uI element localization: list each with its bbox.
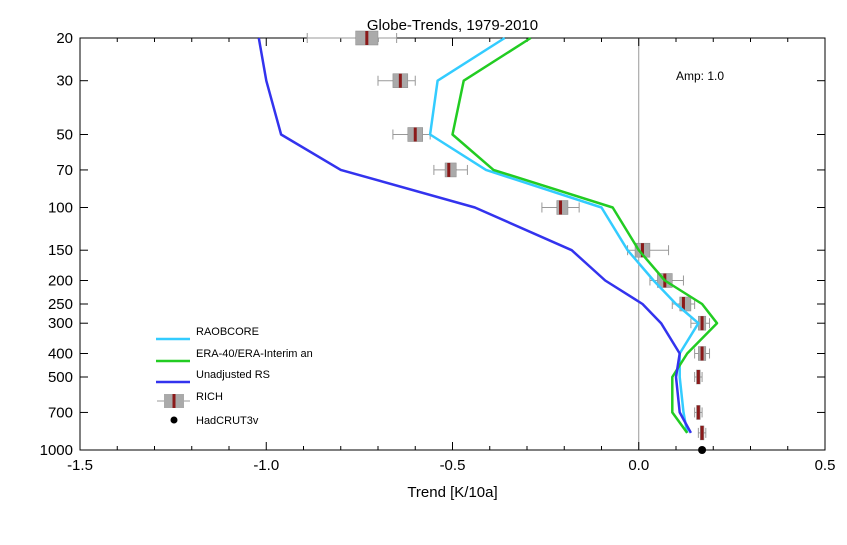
y-tick-label: 1000 bbox=[40, 442, 73, 459]
y-tick-label: 70 bbox=[56, 162, 73, 179]
legend-label: RICH bbox=[196, 391, 223, 403]
y-tick-label: 500 bbox=[48, 369, 73, 386]
y-tick-label: 700 bbox=[48, 404, 73, 421]
rich-box bbox=[444, 162, 457, 178]
legend: RAOBCORE ERA-40/ERA-Interim an Unadjusted … bbox=[156, 326, 313, 427]
chart-title: Globe-Trends, 1979-2010 bbox=[367, 17, 538, 34]
x-tick-label: 0.0 bbox=[628, 457, 649, 474]
legend-label: RAOBCORE bbox=[196, 326, 259, 338]
legend-label: ERA-40/ERA-Interim an bbox=[196, 348, 313, 360]
rich-boxes bbox=[306, 30, 711, 441]
y-tick-label: 200 bbox=[48, 272, 73, 289]
legend-label: HadCRUT3v bbox=[196, 415, 259, 427]
x-tick-label: -1.0 bbox=[253, 457, 279, 474]
x-tick-label: -1.5 bbox=[67, 457, 93, 474]
plot-frame bbox=[79, 37, 826, 451]
y-tick-label: 50 bbox=[56, 127, 73, 144]
x-tick-label: -0.5 bbox=[440, 457, 466, 474]
hadcrut-marker bbox=[698, 446, 707, 454]
x-axis-label: Trend [K/10a] bbox=[407, 484, 497, 501]
series-line bbox=[451, 36, 719, 434]
x-axis: -1.5 -1.0 -0.5 0.0 0.5 bbox=[67, 38, 835, 474]
legend-label: Unadjusted RS bbox=[196, 369, 270, 381]
hadcrut-point bbox=[698, 446, 707, 454]
rich-box bbox=[556, 200, 569, 215]
series-line bbox=[428, 36, 700, 434]
y-axis: 20 30 50 70 100 150 200 250 300 400 500 700 1000 bbox=[40, 30, 825, 459]
y-tick-label: 300 bbox=[48, 315, 73, 332]
legend-hadcrut-marker bbox=[170, 416, 178, 424]
series-line bbox=[257, 37, 692, 434]
amp-annotation: Amp: 1.0 bbox=[676, 69, 724, 83]
y-tick-label: 400 bbox=[48, 345, 73, 362]
series-lines bbox=[257, 36, 719, 434]
y-tick-label: 100 bbox=[48, 200, 73, 217]
x-tick-label: 0.5 bbox=[815, 457, 836, 474]
y-tick-label: 250 bbox=[48, 296, 73, 313]
y-tick-label: 20 bbox=[56, 30, 73, 47]
y-tick-label: 30 bbox=[56, 73, 73, 90]
y-tick-label: 150 bbox=[48, 242, 73, 259]
